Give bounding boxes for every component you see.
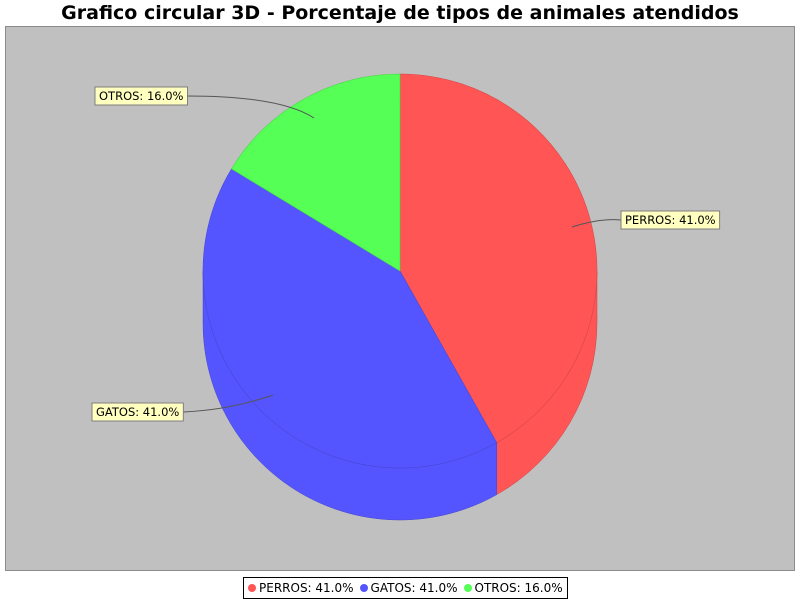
- legend-swatch-otros: [463, 584, 472, 592]
- legend-item-perros: PERROS: 41.0%: [248, 581, 354, 595]
- pie-label-box-gatos: [91, 402, 184, 422]
- legend-label-otros: OTROS: 16.0%: [474, 581, 563, 595]
- legend-label-gatos: GATOS: 41.0%: [370, 581, 458, 595]
- pie-top: [202, 73, 598, 469]
- pie-label-box-perros: [620, 210, 721, 230]
- legend-item-otros: OTROS: 16.0%: [463, 581, 563, 595]
- legend-swatch-perros: [248, 584, 256, 592]
- pie-slice-gatos: [202, 168, 498, 469]
- pie-slice-perros: [399, 73, 598, 444]
- pie-leader-otros: [187, 95, 315, 119]
- legend-label-perros: PERROS: 41.0%: [259, 581, 354, 595]
- pie-slice-otros: [231, 73, 401, 272]
- pie-label-perros: PERROS: 41.0%: [625, 213, 716, 227]
- pie-leader-perros: [571, 219, 622, 228]
- legend-swatch-gatos: [359, 584, 368, 592]
- pie-label-otros: OTROS: 16.0%: [99, 89, 184, 103]
- legend-item-gatos: GATOS: 41.0%: [359, 581, 458, 595]
- chart-title: Grafico circular 3D - Porcentaje de tipo…: [61, 2, 739, 24]
- pie-label-box-otros: [94, 86, 188, 106]
- legend: PERROS: 41.0% GATOS: 41.0% OTROS: 16.0%: [243, 577, 568, 599]
- pie-label-gatos: GATOS: 41.0%: [96, 405, 179, 419]
- pie-leader-gatos: [183, 394, 274, 413]
- pie-labels: PERROS: 41.0% GATOS: 41.0% OTROS: 16.0%: [91, 86, 721, 422]
